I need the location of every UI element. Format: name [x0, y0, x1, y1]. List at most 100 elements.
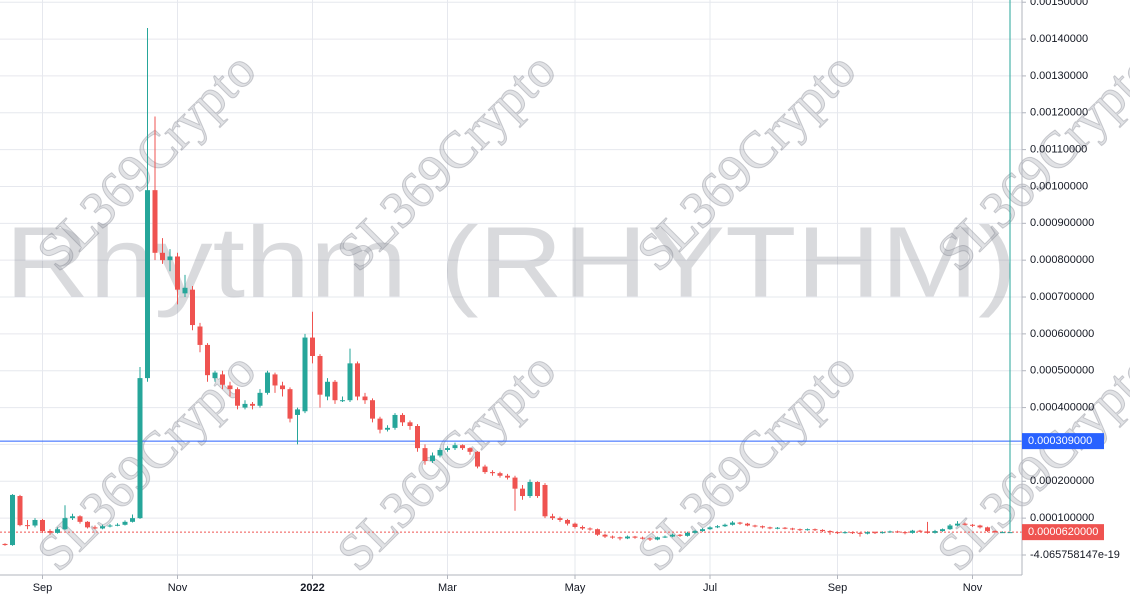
candle-body — [445, 448, 450, 450]
candle-body — [85, 521, 90, 528]
candle-body — [932, 531, 938, 533]
candle-body — [25, 525, 30, 527]
y-tick-label: 0.00140000 — [1030, 33, 1088, 45]
axes: 0.00150000 0.00140000 0.00130000 0.00120000… — [33, 0, 1120, 594]
candle-body — [197, 326, 203, 345]
candle-body — [947, 525, 953, 530]
candle-body — [910, 530, 915, 533]
candle-body — [280, 385, 285, 390]
y-tick-label: 0.00120000 — [1030, 107, 1088, 119]
candle-body — [265, 372, 270, 393]
candle-body — [122, 521, 128, 525]
candle-body — [542, 484, 548, 517]
y-tick-label: -4.065758147e-19 — [1030, 549, 1120, 561]
candle-body — [715, 526, 720, 528]
candle-body — [392, 414, 398, 428]
candle-body — [115, 524, 120, 526]
x-tick-label: 2022 — [300, 582, 324, 594]
candle-body — [317, 355, 323, 395]
candle-body — [227, 385, 233, 390]
candle-body — [422, 448, 428, 462]
candle-body — [2, 543, 8, 546]
y-tick-label: 0.000400000 — [1030, 401, 1094, 413]
symbol-watermark: Rhythm (RHYTHM) — [5, 206, 1017, 318]
candle-body — [340, 400, 345, 402]
candle-body — [617, 537, 623, 539]
candle-body — [347, 363, 353, 401]
candle-body — [685, 532, 690, 536]
candle-body — [415, 426, 420, 449]
candle-body — [587, 528, 593, 530]
candle-body — [505, 475, 510, 478]
candle-body — [610, 536, 615, 538]
candle-body — [700, 529, 705, 532]
candle-body — [62, 518, 68, 530]
x-tick-label: Sep — [828, 582, 848, 594]
candle-body — [130, 518, 135, 522]
candle-body — [332, 381, 338, 401]
y-tick-label: 0.000800000 — [1030, 254, 1094, 266]
candle-body — [782, 527, 788, 529]
price-label-box — [1022, 524, 1104, 541]
candle-body — [647, 538, 653, 540]
y-tick-label: 0.00130000 — [1030, 70, 1088, 82]
price-label: 0.000309000 — [1028, 435, 1092, 447]
candle-body — [175, 256, 180, 290]
y-tick-label: 0.00150000 — [1030, 0, 1088, 8]
candle-body — [407, 422, 413, 427]
candle-body — [955, 523, 960, 526]
candle-body — [527, 482, 533, 497]
y-tick-label: 0.000700000 — [1030, 291, 1094, 303]
candle-body — [512, 477, 518, 489]
candle-body — [167, 256, 173, 261]
candle-body — [557, 518, 563, 520]
candle-body — [850, 532, 855, 534]
candle-body — [790, 528, 795, 530]
candle-body — [797, 529, 803, 531]
x-tick-label: Jul — [703, 582, 717, 594]
candle-body — [107, 525, 113, 527]
candle-body — [1000, 532, 1005, 534]
candle-body — [917, 530, 923, 532]
x-tick-label: Nov — [168, 582, 188, 594]
y-tick-label: 0.00110000 — [1030, 144, 1087, 156]
candle-body — [1007, 532, 1013, 534]
y-tick-label: 0.000600000 — [1030, 328, 1094, 340]
candle-body — [985, 527, 990, 532]
candle-body — [452, 445, 458, 449]
y-tick-label: 0.00100000 — [1030, 180, 1088, 192]
candle-body — [820, 529, 825, 532]
candle-body — [100, 526, 105, 529]
candle-body — [70, 516, 75, 519]
candle-body — [400, 414, 405, 423]
candle-body — [242, 403, 248, 408]
candle-body — [745, 523, 750, 526]
candle-body — [572, 523, 578, 527]
candle-body — [760, 526, 765, 528]
candle-body — [662, 536, 668, 538]
x-tick-label: Nov — [963, 582, 983, 594]
candle-body — [47, 531, 53, 533]
candle-body — [767, 527, 773, 529]
candle-body — [190, 289, 195, 326]
candle-body — [865, 532, 870, 534]
price-label: 0.0000620000 — [1028, 526, 1098, 538]
candle-body — [857, 532, 863, 534]
candle-body — [805, 529, 810, 531]
candle-body — [385, 427, 390, 430]
candle-body — [205, 344, 210, 376]
candle-body — [722, 524, 728, 527]
candle-body — [977, 525, 983, 528]
candle-body — [302, 337, 308, 412]
candle-body — [32, 519, 38, 526]
candle-body — [602, 534, 608, 537]
candle-body — [565, 519, 570, 524]
candle-body — [842, 532, 848, 534]
candle-body — [250, 403, 255, 406]
y-tick-label: 0.000500000 — [1030, 365, 1094, 377]
candle-body — [737, 522, 743, 524]
candle-body — [77, 516, 83, 522]
candle-body — [925, 531, 930, 533]
